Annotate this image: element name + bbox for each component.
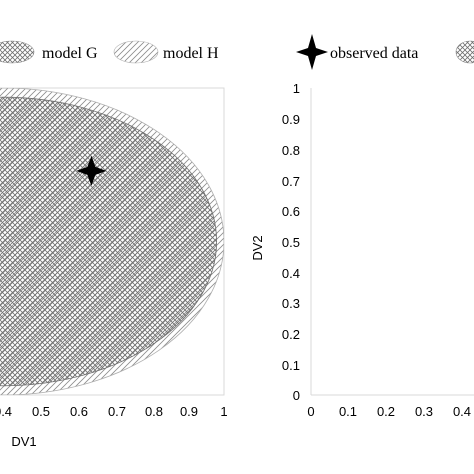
plot-right: 0 0.1 0.2 0.3 0.4 0.5 0.6 0.7 0.8 0.9 1 …	[250, 81, 474, 419]
y-tick: 0.1	[282, 358, 300, 373]
legend-item-model-g: model G	[0, 40, 98, 64]
legend-item-observed-data: observed data	[296, 34, 418, 70]
point-observed-data	[76, 155, 107, 186]
plot-left-regions	[0, 88, 224, 395]
legend: model G model H observed data	[0, 34, 474, 70]
legend-swatch-model-h	[113, 40, 159, 64]
x-tick: 0.4	[453, 404, 471, 419]
y-tick: 0	[293, 388, 300, 403]
legend-swatch-model-g	[0, 40, 35, 64]
x-tick: 0.7	[108, 404, 126, 419]
legend-swatch-cut-off	[455, 40, 474, 64]
y-tick: 0.5	[282, 235, 300, 250]
y-tick: 1	[293, 81, 300, 96]
legend-item-model-h: model H	[113, 40, 219, 64]
y-tick: 0.9	[282, 112, 300, 127]
x-tick: 0.8	[145, 404, 163, 419]
legend-label-observed-data: observed data	[330, 45, 418, 62]
plot-left: 0.4 0.5 0.6 0.7 0.8 0.9 1 DV1	[0, 87, 228, 449]
x-tick: 0.5	[32, 404, 50, 419]
y-tick: 0.2	[282, 327, 300, 342]
plot-left-x-ticks: 0.4 0.5 0.6 0.7 0.8 0.9 1	[0, 404, 228, 419]
plot-right-x-ticks: 0 0.1 0.2 0.3 0.4	[307, 404, 471, 419]
x-tick: 0.2	[377, 404, 395, 419]
x-tick: 0.6	[70, 404, 88, 419]
y-tick: 0.4	[282, 266, 300, 281]
x-tick: 0.9	[180, 404, 198, 419]
y-tick: 0.7	[282, 174, 300, 189]
plot-right-y-ticks: 0 0.1 0.2 0.3 0.4 0.5 0.6 0.7 0.8 0.9 1	[282, 81, 300, 403]
plot-left-x-axis-title: DV1	[11, 434, 36, 449]
legend-label-model-g: model G	[42, 45, 98, 62]
x-tick: 0.1	[339, 404, 357, 419]
y-tick: 0.8	[282, 143, 300, 158]
region-model-g	[0, 96, 217, 387]
plot-right-y-axis-title: DV2	[250, 235, 265, 260]
legend-label-model-h: model H	[163, 45, 219, 62]
x-tick: 0.4	[0, 404, 12, 419]
y-tick: 0.6	[282, 204, 300, 219]
x-tick: 0.3	[415, 404, 433, 419]
x-tick: 0	[307, 404, 314, 419]
x-tick: 1	[220, 404, 227, 419]
legend-marker-observed-data	[296, 34, 328, 70]
y-tick: 0.3	[282, 296, 300, 311]
